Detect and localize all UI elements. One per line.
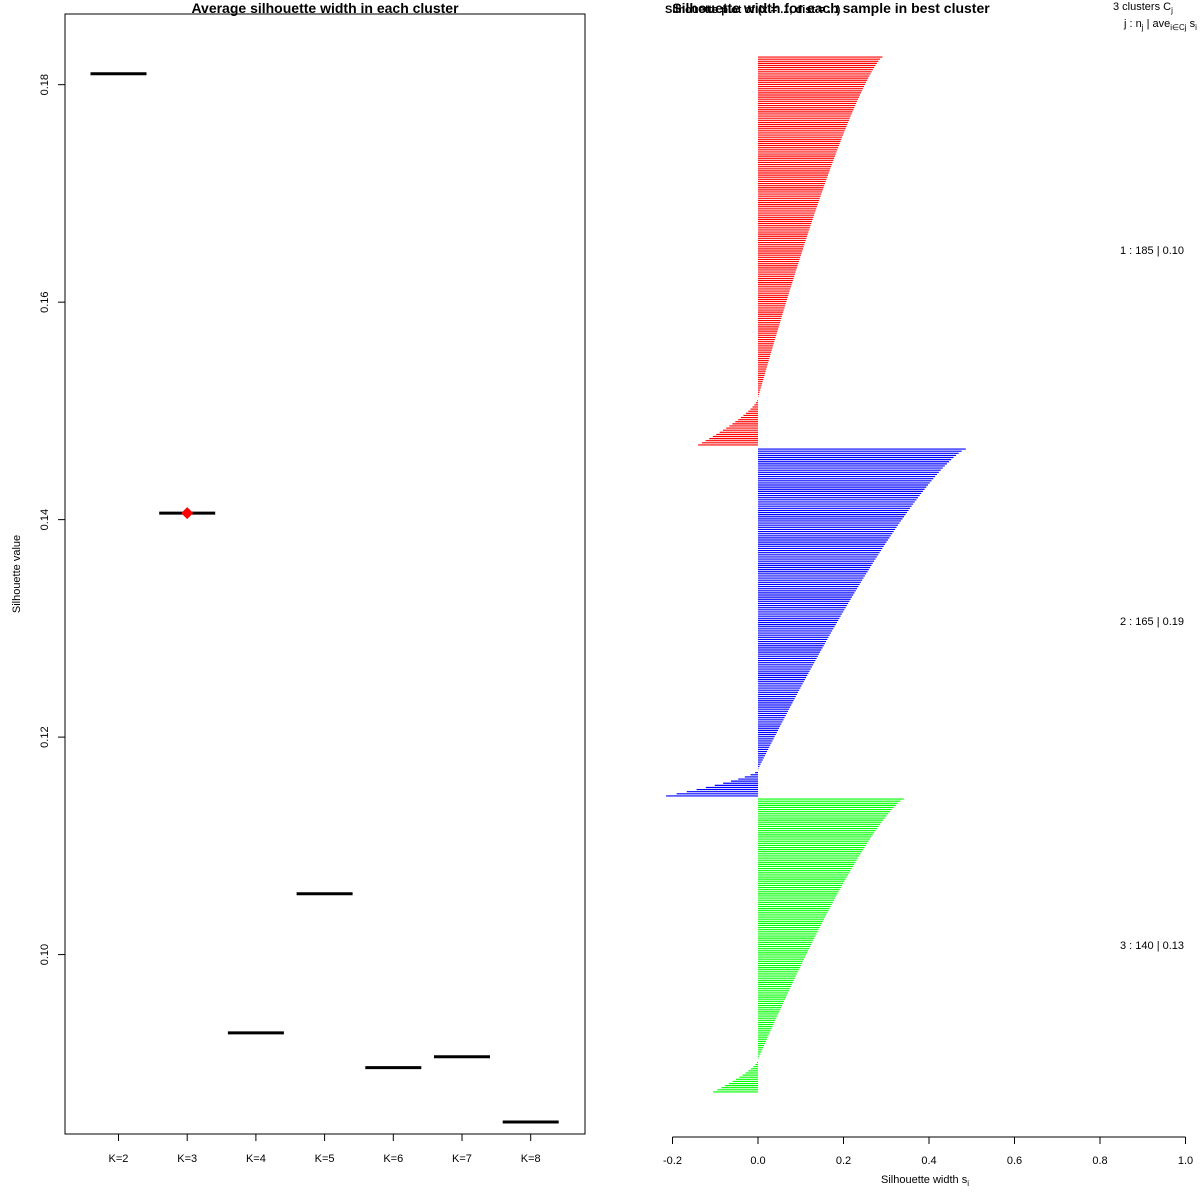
left-x-tick-label: K=2 [109,1153,129,1165]
legend-header-line2-b-sub: i∈Cj [1170,23,1187,32]
legend-cluster-3: 3 : 140 | 0.13 [1120,940,1184,952]
legend-header-line2-c: s [1187,18,1196,30]
legend-header-line1-main: 3 clusters C [1113,1,1171,13]
left-chart-title: Average silhouette width in each cluster [191,0,459,16]
legend-header-line2-c-sub: i [1195,23,1197,32]
right-x-tick-label: 0.8 [1092,1155,1107,1167]
left-x-axis: K=2 K=3 K=4 K=5 K=6 K=7 K=8 [109,1134,541,1165]
left-x-tick-label: K=7 [452,1153,472,1165]
left-y-axis-label: Silhouette value [11,535,23,613]
right-x-tick-label: -0.2 [663,1155,682,1167]
left-x-tick-label: K=5 [315,1153,335,1165]
best-k-marker [181,507,194,520]
right-bars [666,56,966,1093]
right-x-axis: -0.2 0.0 0.2 0.4 0.6 0.8 1.0 [663,1136,1193,1167]
left-panel: Average silhouette width in each cluster… [11,0,586,1165]
left-y-tick-label: 0.10 [39,944,51,965]
legend-header-line2-b: | ave [1144,18,1171,30]
right-x-tick-label: 1.0 [1178,1155,1193,1167]
right-x-tick-label: 0.6 [1007,1155,1022,1167]
left-marks [90,72,559,1124]
legend-header-line2-a-sub: j [1141,23,1144,32]
left-x-tick-label: K=3 [177,1153,197,1165]
right-x-axis-label-main: Silhouette width s [881,1174,968,1186]
right-x-tick-label: 0.2 [836,1155,851,1167]
left-x-tick-label: K=4 [246,1153,266,1165]
legend-header-line2-a: j : n [1123,18,1142,30]
right-x-axis-label: Silhouette width si [881,1174,969,1188]
left-plot-frame [64,13,586,1135]
right-panel: Silhouette plot of (x = ..., dist = ...)… [663,0,1197,1188]
right-x-tick-label: 0.0 [750,1155,765,1167]
left-x-tick-label: K=8 [521,1153,541,1165]
legend-header-line2: j : nj | avei∈Cj si [1123,18,1197,32]
legend-cluster-1: 1 : 185 | 0.10 [1120,245,1184,257]
legend-header-line1: 3 clusters Cj [1113,1,1173,15]
left-x-tick-label: K=6 [383,1153,403,1165]
left-y-tick-label: 0.18 [39,74,51,95]
right-legend: 3 clusters Cj j : nj | avei∈Cj si 1 : 18… [1113,1,1197,952]
left-y-tick-label: 0.12 [39,726,51,747]
right-x-tick-label: 0.4 [921,1155,936,1167]
right-x-axis-label-sub: i [967,1179,969,1188]
left-y-tick-label: 0.16 [39,291,51,312]
left-y-axis: 0.10 0.12 0.14 0.16 0.18 [39,74,65,965]
legend-header-line1-sub: j [1170,6,1173,15]
right-chart-title: Silhouette width for each sample in best… [672,0,990,16]
left-y-tick-label: 0.14 [39,509,51,530]
legend-cluster-2: 2 : 165 | 0.19 [1120,616,1184,628]
right-overlap-title: Silhouette plot of (x = ..., dist = ...) [665,4,841,16]
